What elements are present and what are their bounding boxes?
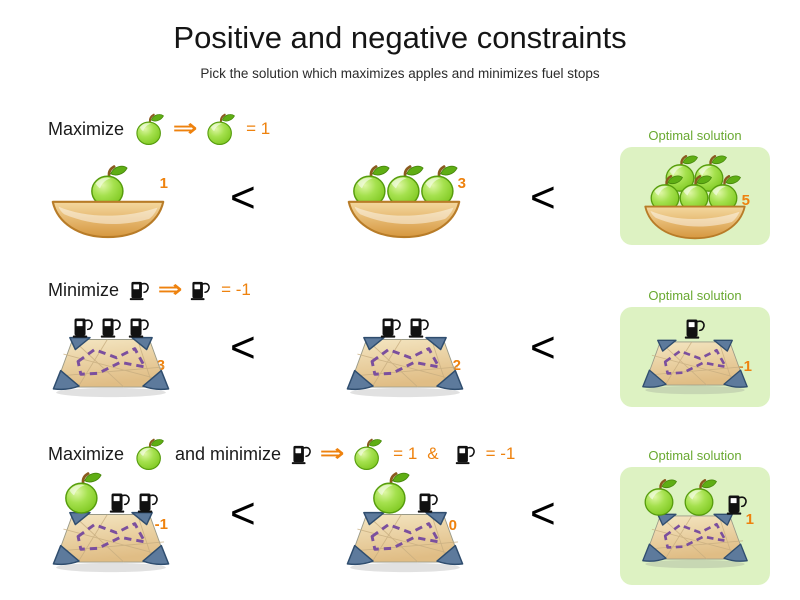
fuel-pump-icon xyxy=(380,314,402,340)
apple-icon xyxy=(134,112,165,146)
fuel-pump-icon xyxy=(137,489,159,515)
score-badge: -1 xyxy=(738,358,752,375)
score-badge: 1 xyxy=(159,175,168,192)
bowl-icon xyxy=(49,199,167,239)
apple-icon xyxy=(370,470,411,515)
page-subtitle: Pick the solution which maximizes apples… xyxy=(200,66,600,81)
double-arrow-icon: ⇒ xyxy=(319,440,345,467)
bowl-icon xyxy=(345,199,463,239)
row1-header-verb: Maximize xyxy=(48,118,125,139)
double-arrow-icon: ⇒ xyxy=(157,276,183,303)
fuel-pump-icon xyxy=(129,278,150,302)
route-map-icon xyxy=(636,337,754,395)
route-map-icon xyxy=(344,334,466,398)
row2-header: Minimize ⇒ = -1 xyxy=(48,278,251,302)
fuel-pump-icon xyxy=(408,314,430,340)
row1-header: Maximize ⇒ = 1 xyxy=(48,112,270,146)
optimal-solution-box: -1 xyxy=(620,307,770,407)
row3-header-verb2: and minimize xyxy=(175,443,282,464)
fuel-pump-icon xyxy=(100,314,122,340)
solution-1-apple-bowl: 1 xyxy=(42,163,174,239)
solution-2-fuel-stops-map: -2 xyxy=(342,314,467,398)
score-badge: 5 xyxy=(741,192,750,209)
fuel-pump-icon xyxy=(109,489,131,515)
fuel-pump-icon xyxy=(726,491,748,517)
row3-constraint-value-2: = -1 xyxy=(485,444,516,463)
fuel-stops xyxy=(684,315,706,341)
apple-icon xyxy=(352,437,383,471)
optimal-label: Optimal solution xyxy=(648,448,742,463)
fuel-pump-icon xyxy=(128,314,150,340)
fuel-pump-icon xyxy=(684,315,706,341)
ampersand: & xyxy=(427,444,439,463)
optimal-solution-box: 1 xyxy=(620,467,770,585)
row3-header-verb1: Maximize xyxy=(48,443,125,464)
row2-header-verb: Minimize xyxy=(48,279,120,300)
score-badge: 1 xyxy=(745,511,754,528)
less-than-symbol: < xyxy=(230,173,256,222)
route-map-icon xyxy=(636,511,754,569)
apple-icon xyxy=(642,477,678,517)
solution-1-apple-2-fuel-stops: -1 xyxy=(48,470,173,573)
apple-and-fuel-stops xyxy=(62,470,159,515)
row1-constraint-value: = 1 xyxy=(246,119,271,138)
row3-constraint-value-1: = 1 xyxy=(393,444,418,463)
less-than-symbol: < xyxy=(530,323,556,372)
fuel-pump-icon xyxy=(455,442,476,466)
route-map-icon xyxy=(50,334,172,398)
fuel-pump-icon xyxy=(190,278,211,302)
less-than-symbol: < xyxy=(530,489,556,538)
row3-header: Maximize and minimize ⇒ = 1 & = -1 xyxy=(48,437,515,471)
solution-3-apples-bowl: 3 xyxy=(338,163,470,239)
fuel-pump-icon xyxy=(291,442,312,466)
score-badge: -1 xyxy=(154,516,168,533)
route-map-icon xyxy=(50,509,172,573)
page-title: Positive and negative constraints xyxy=(173,20,627,55)
apple-and-fuel-stops xyxy=(370,470,439,515)
less-than-symbol: < xyxy=(230,489,256,538)
optimal-label: Optimal solution xyxy=(648,288,742,303)
solution-1-apple-1-fuel-stop: 0 xyxy=(342,470,467,573)
fuel-stops xyxy=(380,314,430,340)
fuel-pump-icon xyxy=(72,314,94,340)
fuel-stops xyxy=(72,314,150,340)
route-map-icon xyxy=(344,509,466,573)
apple-icon xyxy=(682,477,718,517)
less-than-symbol: < xyxy=(230,323,256,372)
bowl-icon xyxy=(639,204,751,240)
score-badge: 0 xyxy=(448,517,457,534)
optimal-solution-box: 5 xyxy=(620,147,770,245)
row2-constraint-value: = -1 xyxy=(221,280,251,299)
apple-icon xyxy=(134,437,165,471)
solution-3-fuel-stops-map: -3 xyxy=(48,314,173,398)
apple-icon xyxy=(205,112,236,146)
fuel-pump-icon xyxy=(417,489,439,515)
optimal-label: Optimal solution xyxy=(648,128,742,143)
less-than-symbol: < xyxy=(530,173,556,222)
apple-icon xyxy=(62,470,103,515)
score-badge: 3 xyxy=(457,175,466,192)
double-arrow-icon: ⇒ xyxy=(172,115,198,142)
apples-and-fuel-stop xyxy=(642,477,748,517)
